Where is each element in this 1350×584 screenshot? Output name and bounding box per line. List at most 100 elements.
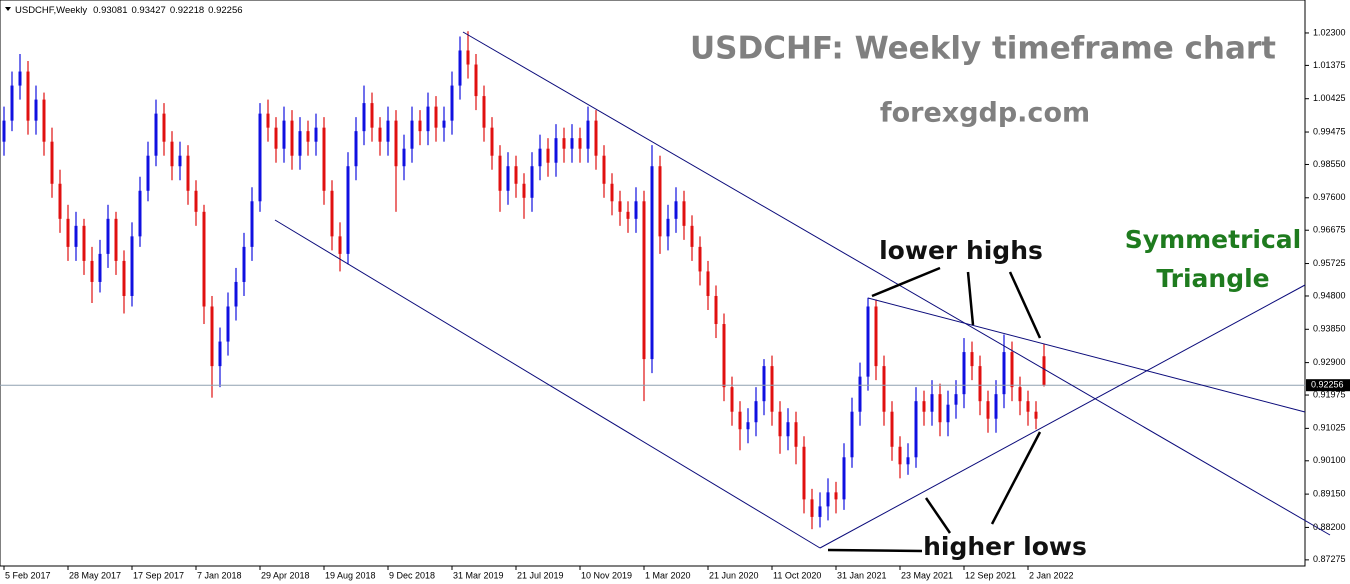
candle-body [282, 120, 286, 149]
candle-body [82, 225, 86, 261]
candle-body [458, 50, 462, 86]
candle-body [674, 201, 678, 219]
candle-body [74, 225, 78, 247]
candle-body [730, 387, 734, 412]
x-tick-label: 28 May 2017 [69, 570, 121, 580]
candle-body [466, 50, 470, 65]
candle-body [506, 166, 510, 191]
x-tick-label: 2 Jan 2022 [1029, 570, 1074, 580]
candle-body [578, 138, 582, 149]
y-tick-label: 0.95725 [1313, 258, 1346, 268]
candle-body [250, 201, 254, 247]
candle-body [602, 155, 606, 184]
candle-body [226, 306, 230, 342]
x-tick-label: 12 Sep 2021 [965, 570, 1016, 580]
candle-body [370, 103, 374, 128]
candle-body [962, 352, 966, 395]
candle-body [634, 201, 638, 219]
candle-body [66, 218, 70, 247]
x-tick-label: 11 Oct 2020 [773, 570, 821, 580]
pointer [924, 497, 952, 534]
candle-body [306, 131, 310, 142]
candle-body [1026, 401, 1030, 412]
candle-body [58, 183, 62, 219]
annotation: Symmetrical [1125, 225, 1301, 254]
candle-body [722, 324, 726, 388]
candle-body [930, 394, 934, 412]
y-tick-label: 0.97600 [1313, 192, 1346, 202]
annotation: Triangle [1156, 264, 1269, 293]
candle-body [586, 120, 590, 149]
candle-body [914, 401, 918, 458]
symbol: USDCHF,Weekly [15, 5, 87, 16]
x-tick-label: 10 Nov 2019 [581, 570, 632, 580]
candle-body [946, 404, 950, 423]
candle-body [546, 148, 550, 163]
candle-body [922, 401, 926, 412]
candle-body [538, 148, 542, 167]
candle-body [658, 166, 662, 237]
candle-body [850, 411, 854, 458]
candle-body [450, 85, 454, 121]
y-tick-label: 0.90100 [1313, 455, 1346, 465]
candle-body [954, 394, 958, 405]
candle-body [2, 120, 6, 142]
candle-body [202, 211, 206, 307]
candle-body [42, 99, 46, 142]
y-tick-label: 0.98550 [1313, 159, 1346, 169]
candle-body [1018, 387, 1022, 402]
candle-body [346, 166, 350, 254]
y-tick-label: 0.94800 [1313, 290, 1346, 300]
triangle-upper-line [867, 297, 1306, 413]
candle-body [554, 138, 558, 163]
candle-body [90, 260, 94, 282]
close: 0.92256 [208, 5, 242, 16]
pointer [827, 548, 923, 553]
price-label-box [1306, 379, 1350, 392]
candle-body [274, 127, 278, 149]
candle-body [890, 411, 894, 447]
candle-body [610, 183, 614, 202]
channel-lower-line [274, 219, 821, 549]
candle-body [330, 190, 334, 237]
x-tick-label: 31 Mar 2019 [453, 570, 504, 580]
candle-body [114, 218, 118, 261]
candle-body [322, 127, 326, 191]
candle-body [418, 120, 422, 132]
x-tick-label: 31 Jan 2021 [837, 570, 887, 580]
candle-body [394, 120, 398, 167]
y-tick-label: 0.91975 [1313, 389, 1346, 399]
candle-body [866, 306, 870, 377]
annotation: lower highs [879, 236, 1043, 265]
candle-body [754, 401, 758, 423]
candle-body [402, 148, 406, 167]
candle-body [986, 401, 990, 419]
candle-body [818, 506, 822, 517]
candle-body [770, 366, 774, 412]
candle-body [666, 218, 670, 237]
candle-body [970, 352, 974, 367]
candle-body [338, 236, 342, 254]
candle-body [106, 218, 110, 254]
candle-body [498, 155, 502, 191]
x-tick-label: 19 Aug 2018 [325, 570, 376, 580]
x-tick-label: 23 May 2021 [901, 570, 953, 580]
y-tick-label: 1.01375 [1313, 60, 1346, 70]
x-tick-label: 7 Jan 2018 [197, 570, 242, 580]
x-tick-label: 29 Apr 2018 [261, 570, 310, 580]
y-tick-label: 0.88200 [1313, 522, 1346, 532]
candle-body [682, 201, 686, 226]
candles [0, 31, 1305, 530]
candle-body [138, 190, 142, 237]
low: 0.92218 [170, 5, 204, 16]
high: 0.93427 [131, 5, 165, 16]
price-label: 0.92256 [1311, 380, 1344, 390]
y-tick-label: 0.89150 [1313, 488, 1346, 498]
candle-body [698, 246, 702, 272]
candle-body [514, 166, 518, 184]
candle-body [906, 457, 910, 465]
candle-body [650, 166, 654, 360]
candle-body [938, 394, 942, 423]
candle-body [562, 138, 566, 149]
y-tick-label: 0.99475 [1313, 126, 1346, 136]
